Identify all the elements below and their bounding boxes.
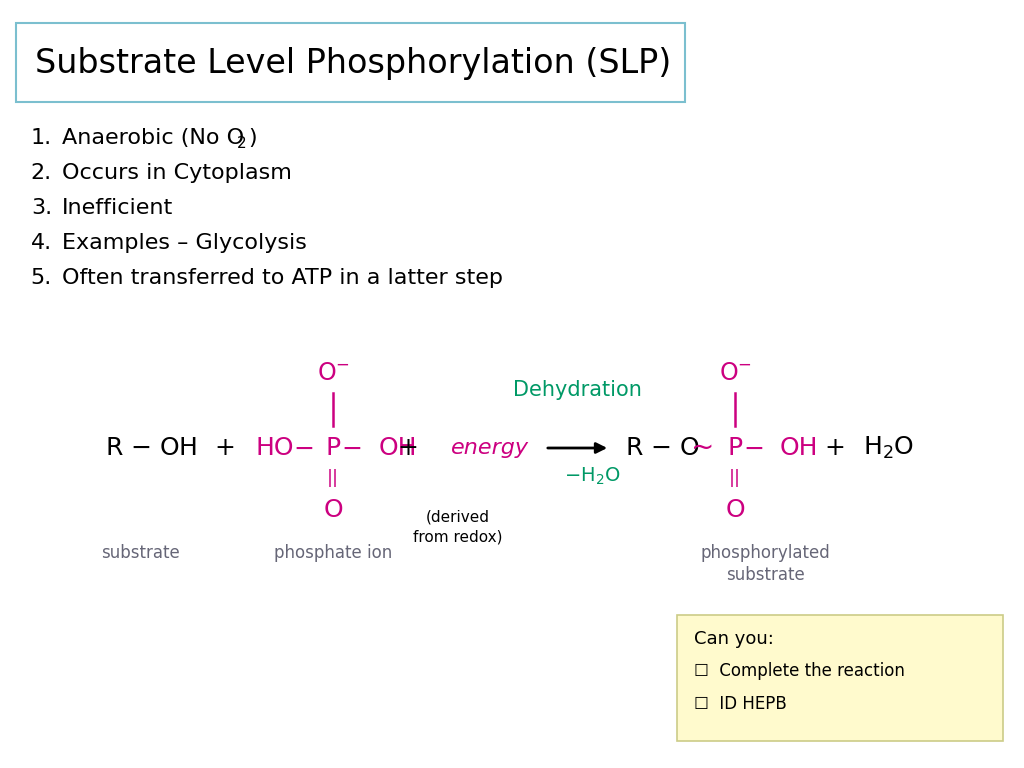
Text: P: P (727, 436, 742, 460)
Text: Substrate Level Phosphorylation (SLP): Substrate Level Phosphorylation (SLP) (35, 47, 672, 80)
Text: substrate: substrate (726, 566, 805, 584)
Text: ☐  Complete the reaction: ☐ Complete the reaction (694, 662, 905, 680)
Text: +: + (824, 436, 846, 460)
Text: +: + (215, 436, 236, 460)
Text: HO: HO (256, 436, 295, 460)
Text: O: O (324, 498, 343, 522)
FancyBboxPatch shape (677, 615, 1002, 741)
Text: $-$H$_2$O: $-$H$_2$O (564, 465, 621, 487)
Text: 5.: 5. (31, 268, 52, 288)
Text: +: + (397, 436, 419, 460)
Text: $-$: $-$ (742, 436, 763, 460)
Text: H$_2$O: H$_2$O (863, 435, 914, 461)
Text: ): ) (248, 128, 257, 148)
Text: Occurs in Cytoplasm: Occurs in Cytoplasm (62, 163, 292, 183)
Text: 2.: 2. (31, 163, 52, 183)
Text: energy: energy (451, 438, 529, 458)
Text: 2: 2 (237, 135, 247, 151)
Text: P: P (326, 436, 341, 460)
Text: R $-$ OH: R $-$ OH (105, 436, 198, 460)
Text: 3.: 3. (31, 198, 52, 218)
Text: substrate: substrate (100, 544, 179, 562)
Text: O$^{-}$: O$^{-}$ (316, 361, 349, 385)
Text: (derived
from redox): (derived from redox) (414, 510, 503, 545)
Text: Examples – Glycolysis: Examples – Glycolysis (62, 233, 307, 253)
Text: ☐  ID HEPB: ☐ ID HEPB (694, 695, 786, 713)
Text: ~: ~ (691, 434, 715, 462)
Text: OH: OH (379, 436, 418, 460)
Text: phosphorylated: phosphorylated (700, 544, 829, 562)
Text: OH: OH (780, 436, 818, 460)
FancyBboxPatch shape (16, 23, 685, 102)
Text: phosphate ion: phosphate ion (273, 544, 392, 562)
Text: O$^{-}$: O$^{-}$ (719, 361, 752, 385)
Text: Anaerobic (No O: Anaerobic (No O (62, 128, 244, 148)
Text: Dehydration: Dehydration (513, 380, 642, 400)
Text: $-$: $-$ (293, 436, 313, 460)
Text: 1.: 1. (31, 128, 52, 148)
Text: Often transferred to ATP in a latter step: Often transferred to ATP in a latter ste… (62, 268, 503, 288)
Text: R $-$ O: R $-$ O (625, 436, 699, 460)
Text: ||: || (729, 469, 741, 487)
Text: Inefficient: Inefficient (62, 198, 173, 218)
Text: 4.: 4. (31, 233, 52, 253)
Text: Can you:: Can you: (694, 630, 774, 648)
Text: $-$: $-$ (341, 436, 361, 460)
Text: O: O (725, 498, 744, 522)
Text: ||: || (327, 469, 339, 487)
